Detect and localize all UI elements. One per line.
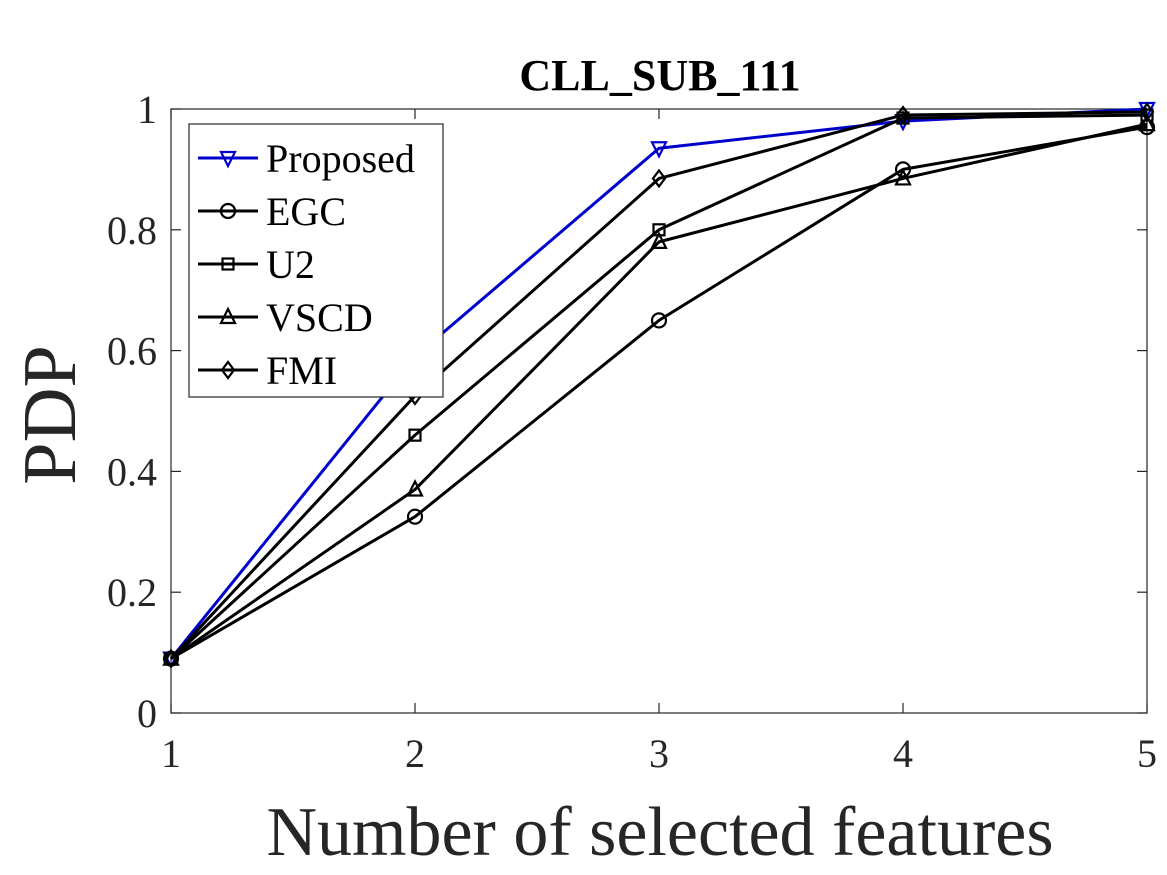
- legend-marker: [221, 257, 235, 271]
- x-tick-label: 1: [161, 731, 181, 776]
- y-tick-label: 0.2: [107, 570, 157, 615]
- y-tick-label: 1: [137, 87, 157, 132]
- data-point: [406, 508, 424, 525]
- data-point: [406, 479, 424, 497]
- legend-entry: Proposed: [198, 136, 415, 181]
- legend-marker: [219, 150, 237, 169]
- y-axis-label: PDP: [8, 345, 92, 484]
- data-point: [894, 168, 912, 186]
- series-line: [169, 110, 1148, 660]
- legend-entry: VSCD: [198, 295, 373, 340]
- legend-marker: [219, 202, 237, 220]
- legend-entry: FMI: [198, 348, 337, 393]
- data-point: [651, 168, 667, 189]
- data-point: [163, 648, 179, 669]
- data-point: [895, 105, 911, 125]
- x-axis-ticks: 1 2 3 4 5: [161, 109, 1157, 776]
- y-tick-label: 0.6: [107, 329, 157, 374]
- series-line: [170, 125, 1148, 660]
- legend-entry: U2: [198, 242, 315, 287]
- data-point: [408, 428, 422, 442]
- data-point: [1138, 113, 1156, 132]
- legend-label: FMI: [266, 348, 337, 393]
- x-tick-label: 4: [893, 731, 913, 776]
- y-tick-label: 0.8: [107, 208, 157, 253]
- data-point: [650, 141, 668, 159]
- series-line: [169, 113, 1148, 660]
- series-vscd: [162, 113, 1156, 666]
- legend-label: EGC: [266, 189, 346, 234]
- data-point: [894, 161, 912, 178]
- legend-label: Proposed: [266, 136, 415, 181]
- legend-box: [188, 123, 444, 398]
- data-point: [1139, 102, 1155, 122]
- y-tick-label: 0.4: [107, 449, 157, 494]
- x-tick-label: 5: [1137, 731, 1157, 776]
- y-axis-ticks: 0 0.2 0.4 0.6 0.8 1: [107, 87, 1147, 736]
- x-tick-label: 2: [405, 731, 425, 776]
- series-fmi: [163, 102, 1155, 669]
- x-tick-label: 3: [649, 731, 669, 776]
- chart-title: CLL_SUB_111: [519, 51, 800, 100]
- legend-label: U2: [266, 242, 315, 287]
- legend-label: VSCD: [266, 295, 373, 340]
- legend-marker: [219, 306, 237, 325]
- legend-entry: EGC: [198, 189, 346, 234]
- data-point: [162, 648, 180, 666]
- data-point: [650, 312, 668, 329]
- legend: Proposed EGC U2 VSCD FMI: [188, 123, 444, 398]
- x-axis-label: Number of selected features: [266, 794, 1053, 871]
- data-point: [650, 231, 668, 249]
- series-layer: [162, 101, 1156, 670]
- y-tick-label: 0: [137, 691, 157, 736]
- series-line: [170, 122, 1148, 660]
- legend-marker: [220, 360, 236, 380]
